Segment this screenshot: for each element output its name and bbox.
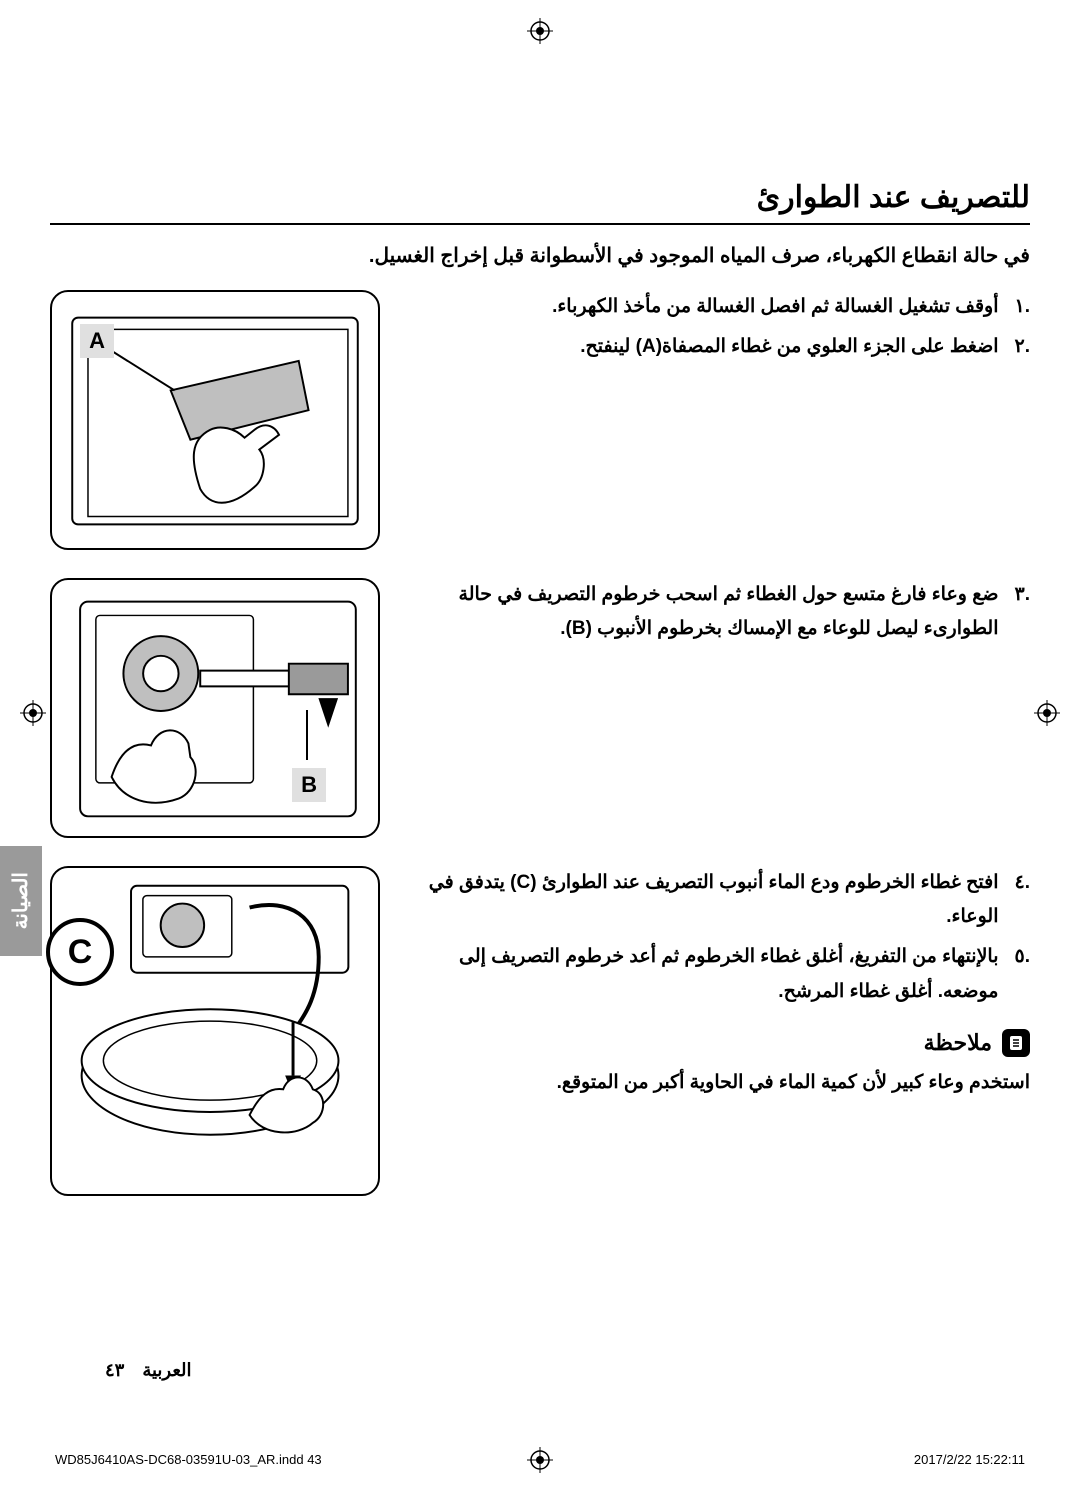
- figure-c-label: C: [46, 918, 114, 986]
- figure-b-label: B: [292, 768, 326, 802]
- step-text: أوقف تشغيل الغسالة ثم افصل الغسالة من مأ…: [400, 290, 999, 324]
- reg-mark-top: [527, 18, 553, 44]
- step-text: ضع وعاء فارغ متسع حول الغطاء ثم اسحب خرط…: [400, 578, 999, 646]
- print-file: WD85J6410AS-DC68-03591U-03_AR.indd 43: [55, 1452, 322, 1467]
- step-5: .٥ بالإنتهاء من التفريغ، أغلق غطاء الخرط…: [400, 940, 1030, 1008]
- leader-b: [306, 710, 308, 760]
- figure-a-label: A: [80, 324, 114, 358]
- footer-page: ٤٣: [105, 1360, 124, 1381]
- step-num: .٥: [1015, 940, 1031, 1008]
- step-2: .٢ اضغط على الجزء العلوي من غطاء المصفاة…: [400, 330, 1030, 364]
- step-1: .١ أوقف تشغيل الغسالة ثم افصل الغسالة من…: [400, 290, 1030, 324]
- figure-b: B: [50, 578, 380, 838]
- step-block-2: .٣ ضع وعاء فارغ متسع حول الغطاء ثم اسحب …: [50, 578, 1030, 838]
- step-num: .٣: [1015, 578, 1031, 646]
- intro-text: في حالة انقطاع الكهرباء، صرف المياه المو…: [50, 243, 1030, 268]
- step-4: .٤ افتح غطاء الخرطوم ودع الماء أنبوب الت…: [400, 866, 1030, 934]
- figure-b-svg: [52, 580, 378, 836]
- page-footer: العربية ٤٣: [105, 1360, 975, 1381]
- side-tab: الصيانة: [0, 846, 42, 956]
- side-tab-label: الصيانة: [9, 872, 33, 929]
- print-stamp: 2017/2/22 15:22:11: [914, 1452, 1025, 1467]
- step-block-3: .٤ افتح غطاء الخرطوم ودع الماء أنبوب الت…: [50, 866, 1030, 1196]
- note-heading: ملاحظة: [400, 1029, 1030, 1057]
- step-text: افتح غطاء الخرطوم ودع الماء أنبوب التصري…: [400, 866, 999, 934]
- note-icon: [1002, 1029, 1030, 1057]
- section-title: للتصريف عند الطوارئ: [50, 180, 1030, 225]
- step-text: اضغط على الجزء العلوي من غطاء المصفاة(A)…: [400, 330, 999, 364]
- note-heading-text: ملاحظة: [924, 1030, 992, 1056]
- note-body: استخدم وعاء كبير لأن كمية الماء في الحاو…: [400, 1067, 1030, 1099]
- footer-lang: العربية: [142, 1360, 191, 1381]
- step-block-1: .١ أوقف تشغيل الغسالة ثم افصل الغسالة من…: [50, 290, 1030, 550]
- step-3: .٣ ضع وعاء فارغ متسع حول الغطاء ثم اسحب …: [400, 578, 1030, 646]
- step-num: .١: [1015, 290, 1031, 324]
- step-num: .٤: [1015, 866, 1031, 934]
- step-num: .٢: [1015, 330, 1031, 364]
- figure-c: C: [50, 866, 380, 1196]
- step-text: بالإنتهاء من التفريغ، أغلق غطاء الخرطوم …: [400, 940, 999, 1008]
- reg-mark-left: [20, 700, 46, 726]
- figure-a: A: [50, 290, 380, 550]
- page-content: للتصريف عند الطوارئ في حالة انقطاع الكهر…: [50, 180, 1030, 1411]
- figure-c-svg: [52, 868, 378, 1194]
- reg-mark-right: [1034, 700, 1060, 726]
- print-footer: WD85J6410AS-DC68-03591U-03_AR.indd 43 20…: [55, 1452, 1025, 1467]
